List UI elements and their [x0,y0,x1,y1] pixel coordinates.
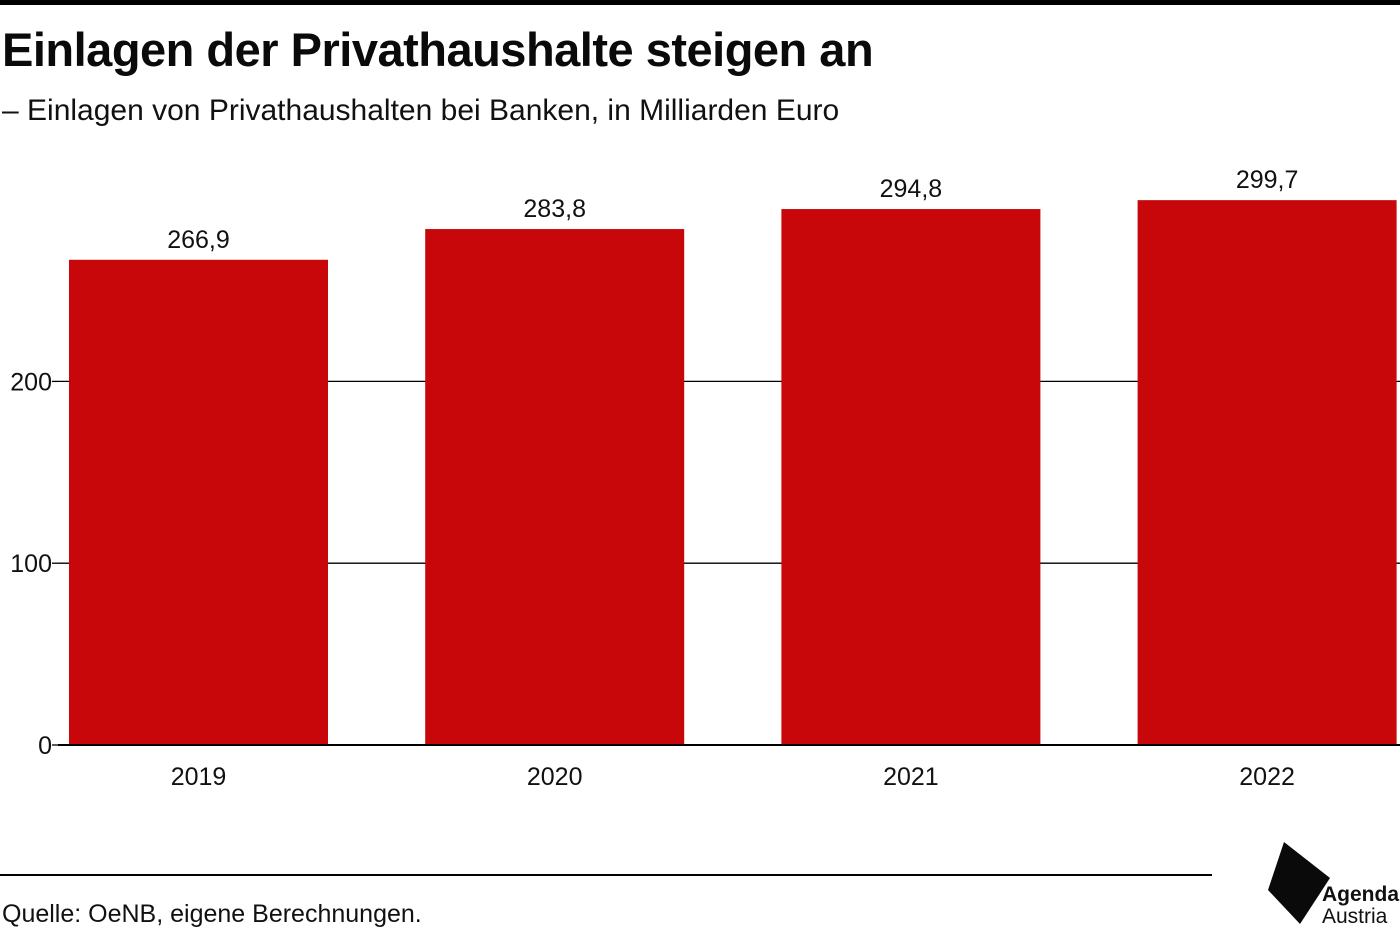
chart-subtitle: – Einlagen von Privathaushalten bei Bank… [2,94,840,127]
y-tick-label-100: 100 [10,550,52,578]
value-label-2020: 283,8 [523,195,586,223]
footer-rule [0,874,1212,876]
bar-2022 [1137,200,1397,746]
logo-mark-icon [1268,842,1330,924]
value-label-2019: 266,9 [167,226,230,254]
y-tick-label-0: 0 [38,732,52,760]
value-label-2021: 294,8 [880,175,943,203]
chart-title: Einlagen der Privathaushalte steigen an [2,23,874,76]
x-tick-label-2020: 2020 [527,763,583,791]
x-tick-label-2019: 2019 [171,763,227,791]
top-rule [0,0,1400,5]
x-tick-label-2022: 2022 [1239,763,1295,791]
agenda-austria-logo: Agenda Austria [1262,838,1400,930]
source-note: Quelle: OeNB, eigene Berechnungen. [2,900,422,928]
bar-2020 [425,229,685,745]
x-tick-label-2021: 2021 [883,763,939,791]
value-label-2022: 299,7 [1236,166,1299,194]
logo-line1: Agenda [1322,883,1400,906]
logo-line2: Austria [1322,905,1388,928]
y-tick-label-200: 200 [10,368,52,396]
bar-2019 [69,259,328,745]
bar-2021 [781,209,1041,746]
